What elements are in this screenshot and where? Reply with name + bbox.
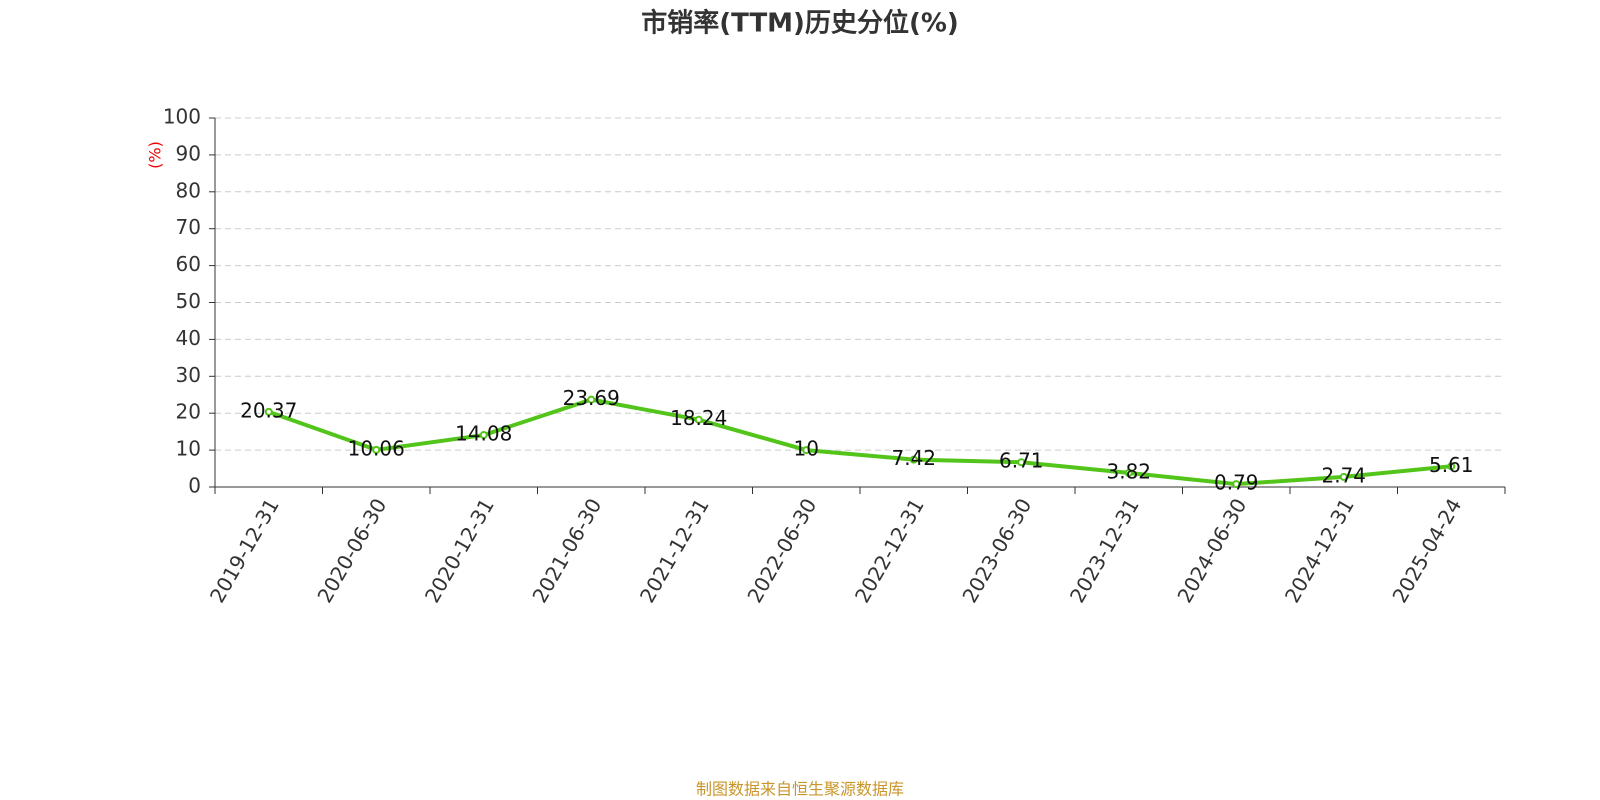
x-tick-label: 2023-06-30 [957, 494, 1036, 607]
y-tick-label: 100 [163, 105, 201, 129]
y-tick-label: 70 [176, 215, 201, 239]
data-label: 6.71 [999, 449, 1044, 473]
y-tick-label: 10 [176, 437, 201, 461]
point [372, 445, 381, 454]
point [1447, 462, 1456, 471]
point [1232, 480, 1241, 489]
x-tick-label: 2020-12-31 [420, 494, 499, 607]
x-tick-label: 2025-04-24 [1387, 494, 1466, 607]
point [1017, 458, 1026, 467]
x-tick-label: 2021-06-30 [527, 494, 606, 607]
data-label: 5.61 [1429, 453, 1474, 477]
x-tick-label: 2019-12-31 [205, 494, 284, 607]
y-tick-label: 20 [176, 400, 201, 424]
source-note: 制图数据来自恒生聚源数据库 [696, 780, 904, 799]
point [1124, 468, 1133, 477]
x-tick-label: 2020-06-30 [312, 494, 391, 607]
x-tick-label: 2022-06-30 [742, 494, 821, 607]
point [264, 407, 273, 416]
x-tick-label: 2024-06-30 [1172, 494, 1251, 607]
line [268, 397, 1452, 487]
point [479, 431, 488, 440]
data-label: 23.69 [563, 386, 620, 410]
y-tick-label: 50 [176, 289, 201, 313]
x-tick-label: 2024-12-31 [1280, 494, 1359, 607]
data-label: 2.74 [1321, 463, 1366, 487]
y-tick-label: 30 [176, 363, 201, 387]
data-label: 3.82 [1106, 459, 1151, 483]
y-tick-label: 40 [176, 326, 201, 350]
point [694, 415, 703, 424]
point [587, 395, 596, 404]
point [1339, 472, 1348, 481]
data-label: 14.08 [455, 422, 512, 446]
data-label: 20.37 [240, 398, 297, 422]
y-tick-label: 90 [176, 141, 201, 165]
data-label: 10.06 [348, 436, 405, 460]
point [802, 446, 811, 455]
data-label: 10 [794, 437, 819, 461]
data-label: 7.42 [891, 446, 936, 470]
y-tick-label: 0 [188, 474, 201, 498]
y-tick-label: 60 [176, 252, 201, 276]
x-tick-label: 2023-12-31 [1065, 494, 1144, 607]
y-axis-label: (%) [146, 141, 165, 169]
x-tick-label: 2021-12-31 [635, 494, 714, 607]
chart-title: 市销率(TTM)历史分位(%) [641, 8, 959, 39]
data-label: 0.79 [1214, 471, 1259, 495]
y-tick-label: 80 [176, 178, 201, 202]
point [909, 455, 918, 464]
x-tick-label: 2022-12-31 [850, 494, 929, 607]
data-label: 18.24 [670, 406, 727, 430]
